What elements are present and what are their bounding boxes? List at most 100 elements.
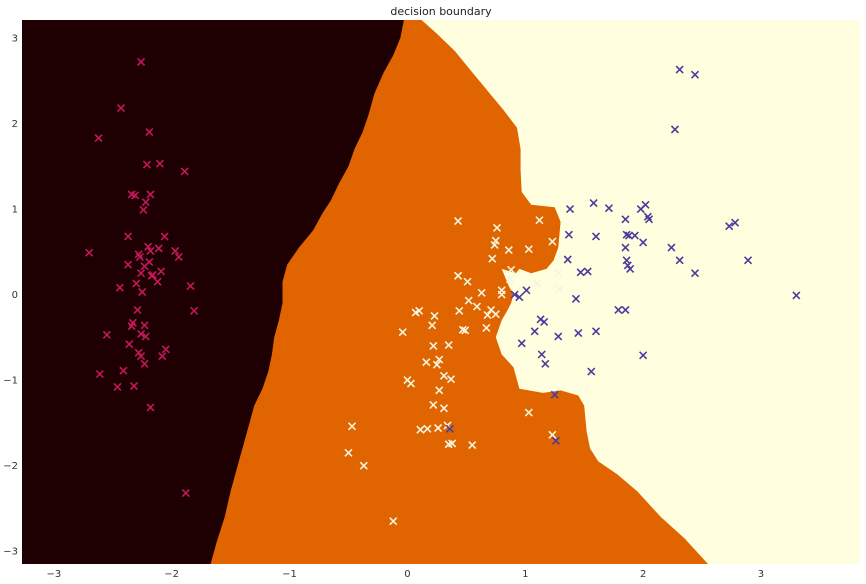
data-point-class-0 xyxy=(157,267,166,276)
data-point-class-0 xyxy=(94,133,103,143)
data-point-class-1 xyxy=(347,422,357,431)
data-point-class-0 xyxy=(140,359,149,368)
data-point-class-1 xyxy=(532,279,542,288)
data-point-class-2 xyxy=(540,317,549,327)
data-point-class-2 xyxy=(541,359,550,368)
data-point-class-0 xyxy=(180,167,189,176)
data-point-class-0 xyxy=(136,57,146,66)
data-point-class-0 xyxy=(174,252,183,261)
data-point-class-1 xyxy=(344,448,353,457)
data-point-class-1 xyxy=(389,517,398,526)
data-point-class-2 xyxy=(690,70,700,79)
y-tick-label: 0 xyxy=(12,290,18,301)
data-point-class-0 xyxy=(155,159,164,168)
data-point-class-1 xyxy=(415,306,424,315)
data-point-class-1 xyxy=(428,321,437,330)
data-point-class-2 xyxy=(554,332,563,341)
y-axis-ticks: −3 −2 −1 0 1 2 3 xyxy=(3,33,18,557)
data-points xyxy=(85,57,801,526)
data-point-class-1 xyxy=(505,275,515,284)
data-point-class-1 xyxy=(398,328,407,337)
data-point-class-1 xyxy=(490,240,499,250)
data-point-class-0 xyxy=(171,246,180,256)
data-point-class-2 xyxy=(530,327,539,336)
data-point-class-1 xyxy=(423,424,432,433)
data-point-class-1 xyxy=(472,302,482,311)
data-point-class-2 xyxy=(644,215,654,224)
data-point-class-2 xyxy=(731,218,740,227)
data-point-class-0 xyxy=(154,244,163,253)
data-point-class-1 xyxy=(416,425,425,434)
data-point-class-1 xyxy=(504,246,513,255)
data-point-class-1 xyxy=(430,311,439,321)
data-point-class-0 xyxy=(115,283,124,292)
x-tick-label: 1 xyxy=(522,569,528,580)
data-point-class-0 xyxy=(132,279,141,288)
data-point-class-0 xyxy=(153,277,162,286)
data-point-class-2 xyxy=(587,367,596,376)
data-point-class-2 xyxy=(614,305,623,315)
data-point-class-1 xyxy=(439,371,449,380)
data-point-class-1 xyxy=(491,310,500,319)
data-point-class-0 xyxy=(138,287,147,297)
data-point-class-1 xyxy=(422,358,431,367)
data-point-class-2 xyxy=(675,256,684,265)
data-point-class-1 xyxy=(359,461,368,470)
data-point-class-2 xyxy=(622,230,631,239)
data-point-class-0 xyxy=(124,232,133,241)
data-point-class-0 xyxy=(186,281,195,291)
data-point-class-2 xyxy=(621,243,630,252)
data-point-class-1 xyxy=(454,271,463,280)
data-point-class-2 xyxy=(690,269,700,278)
data-point-class-2 xyxy=(522,286,531,295)
data-point-class-0 xyxy=(85,248,94,257)
data-point-class-2 xyxy=(550,390,559,399)
data-point-class-0 xyxy=(125,340,134,349)
data-point-class-2 xyxy=(445,424,454,433)
data-point-class-0 xyxy=(124,260,133,269)
data-point-class-2 xyxy=(565,204,575,214)
data-point-class-1 xyxy=(435,355,444,364)
data-point-class-1 xyxy=(548,430,557,439)
data-point-class-1 xyxy=(429,341,438,350)
x-tick-label: 2 xyxy=(640,569,646,580)
data-point-class-1 xyxy=(435,386,444,395)
data-point-class-1 xyxy=(448,439,457,448)
data-point-class-0 xyxy=(136,329,146,338)
data-point-class-0 xyxy=(142,160,151,169)
data-point-class-1 xyxy=(492,223,502,232)
data-point-class-1 xyxy=(497,290,506,299)
x-tick-label: −1 xyxy=(282,569,297,580)
data-point-class-1 xyxy=(461,326,470,335)
data-point-class-2 xyxy=(510,290,519,299)
data-point-class-2 xyxy=(667,243,676,252)
y-tick-label: −2 xyxy=(3,461,18,472)
data-point-class-1 xyxy=(477,288,486,297)
data-point-class-0 xyxy=(146,246,155,256)
data-point-class-1 xyxy=(403,376,412,385)
data-point-class-0 xyxy=(119,366,128,375)
data-point-class-0 xyxy=(146,190,155,199)
data-point-class-2 xyxy=(639,351,648,360)
decision-regions xyxy=(22,20,860,564)
data-point-class-0 xyxy=(102,330,111,339)
data-point-class-2 xyxy=(743,256,753,265)
data-point-class-0 xyxy=(136,352,146,361)
data-point-class-1 xyxy=(458,325,467,334)
x-tick-label: −2 xyxy=(164,569,179,580)
data-point-class-0 xyxy=(145,127,154,137)
data-point-class-1 xyxy=(507,265,516,274)
data-point-class-2 xyxy=(551,436,560,445)
data-point-class-1 xyxy=(548,237,557,246)
data-point-class-1 xyxy=(432,360,441,369)
data-point-class-0 xyxy=(95,370,104,379)
x-axis-ticks: −3 −2 −1 0 1 2 3 xyxy=(46,569,764,580)
data-point-class-1 xyxy=(482,323,491,332)
data-point-class-0 xyxy=(181,488,190,498)
data-point-class-0 xyxy=(113,382,122,392)
data-point-class-2 xyxy=(670,125,680,134)
data-point-class-0 xyxy=(140,321,149,330)
data-point-class-0 xyxy=(148,270,157,279)
data-point-class-1 xyxy=(488,254,497,263)
